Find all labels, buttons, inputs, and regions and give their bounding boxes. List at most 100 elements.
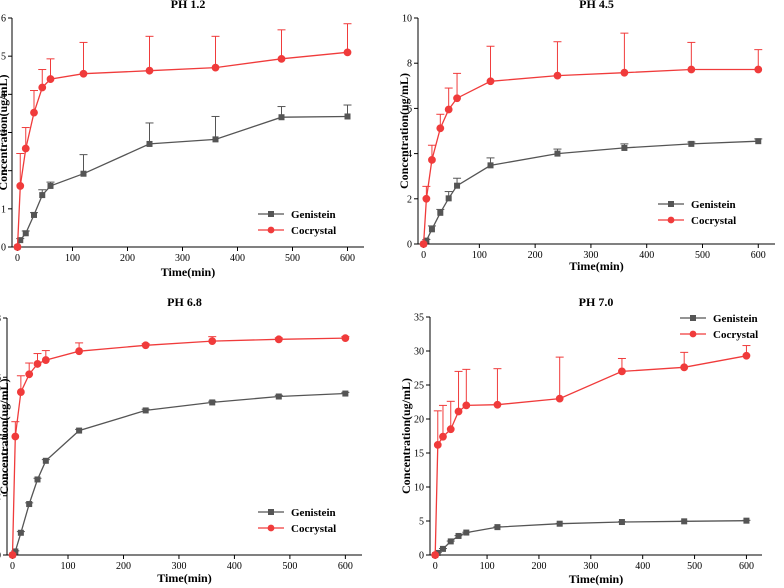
data-point — [13, 243, 22, 251]
series-genistein — [14, 104, 352, 250]
data-point — [46, 75, 55, 83]
data-point — [209, 399, 216, 406]
data-point — [146, 140, 153, 147]
data-point — [25, 370, 34, 379]
data-point — [38, 83, 47, 92]
series-cocrystal — [431, 345, 751, 559]
x-tick-label: 0 — [10, 561, 15, 572]
legend-label: Cocrystal — [291, 523, 336, 535]
series-genistein — [9, 390, 350, 558]
x-tick-label: 0 — [15, 253, 20, 264]
data-point — [437, 209, 444, 216]
x-tick-label: 100 — [61, 561, 76, 572]
x-tick-label: 100 — [472, 250, 487, 261]
y-axis-label: Concentration(ug/mL) — [397, 73, 411, 189]
data-point — [556, 520, 563, 527]
x-axis-label: Time(min) — [157, 571, 211, 585]
x-tick-label: 100 — [65, 253, 80, 264]
y-tick-label: 5 — [1, 52, 6, 63]
x-axis-label: Time(min) — [569, 572, 623, 586]
legend-marker-square — [268, 509, 274, 515]
data-point — [555, 394, 564, 403]
x-tick-label: 300 — [175, 253, 190, 264]
y-tick-label: 6 — [407, 104, 412, 115]
data-point — [21, 144, 30, 153]
y-tick-label: 5 — [419, 517, 424, 528]
legend-label: Genistein — [691, 199, 736, 211]
data-point — [462, 401, 471, 410]
legend-marker-circle — [689, 330, 697, 338]
legend-marker-circle — [667, 216, 675, 224]
chart-panel-4: PH 7.0 0 100 200 300 400 500 600 0 5 10 15 20 25 30 35 T… — [399, 295, 762, 586]
data-point — [26, 501, 33, 508]
x-tick-label: 400 — [227, 561, 242, 572]
data-point — [212, 136, 219, 143]
chart-title: PH 4.5 — [579, 0, 614, 11]
x-tick-label: 200 — [528, 250, 543, 261]
legend-marker-circle — [267, 524, 275, 532]
data-point — [16, 388, 25, 396]
legend-label: Genistein — [713, 313, 758, 325]
data-point — [211, 63, 220, 72]
y-tick-label: 4 — [0, 432, 1, 443]
series-cocrystal — [8, 334, 350, 559]
data-point — [343, 48, 352, 57]
data-point — [446, 425, 455, 434]
data-point — [47, 182, 54, 189]
data-point — [620, 68, 629, 77]
chart-panel-3: PH 6.8 0 100 200 300 400 500 600 0 2 4 6 8 Time(min) C… — [0, 295, 362, 585]
series-line — [434, 520, 747, 556]
data-point — [454, 407, 463, 416]
x-tick-label: 0 — [421, 250, 426, 261]
y-tick-label: 8 — [407, 59, 412, 70]
data-point — [141, 341, 150, 350]
y-tick-label: 30 — [414, 347, 424, 358]
y-axis-label: Concentration(ug/mL) — [0, 379, 11, 495]
y-axis-label: Concentration(ug/mL) — [0, 75, 10, 191]
data-point — [433, 440, 442, 449]
data-point — [75, 347, 84, 356]
data-point — [419, 240, 428, 248]
series-genistein — [420, 138, 763, 247]
data-point — [463, 529, 470, 536]
legend-marker-circle — [267, 226, 275, 234]
y-tick-label: 2 — [407, 194, 412, 205]
y-tick-label: 10 — [414, 483, 424, 494]
data-point — [422, 194, 431, 203]
y-tick-label: 4 — [407, 149, 412, 160]
series-line — [423, 140, 759, 245]
data-point — [755, 138, 762, 145]
data-point — [439, 545, 446, 552]
data-point — [31, 211, 37, 218]
y-tick-label: 2 — [0, 491, 1, 502]
x-tick-label: 300 — [583, 250, 598, 261]
data-point — [493, 400, 502, 409]
data-point — [621, 144, 628, 151]
data-point — [431, 551, 440, 559]
y-axis-label: Concentration(ug/mL) — [399, 378, 413, 494]
x-tick-label: 200 — [116, 561, 131, 572]
x-tick-label: 500 — [695, 250, 710, 261]
legend: Genistein Cocrystal — [258, 507, 336, 535]
series-cocrystal — [419, 32, 763, 248]
series-cocrystal — [13, 23, 352, 251]
legend-label: Genistein — [291, 209, 336, 221]
x-axis-label: Time(min) — [569, 259, 623, 273]
data-point — [41, 356, 50, 364]
y-tick-label: 3 — [1, 128, 6, 139]
data-point — [428, 226, 435, 233]
data-point — [553, 71, 562, 80]
x-tick-label: 300 — [171, 561, 186, 572]
series-genistein — [432, 517, 751, 558]
y-tick-label: 8 — [0, 314, 1, 325]
data-point — [742, 351, 751, 360]
data-point — [688, 140, 695, 147]
data-point — [208, 337, 217, 346]
data-point — [39, 192, 46, 199]
x-tick-label: 400 — [635, 561, 650, 572]
y-tick-label: 20 — [414, 415, 424, 426]
y-tick-label: 0 — [407, 240, 412, 251]
x-tick-label: 100 — [480, 561, 495, 572]
x-tick-label: 500 — [285, 253, 300, 264]
